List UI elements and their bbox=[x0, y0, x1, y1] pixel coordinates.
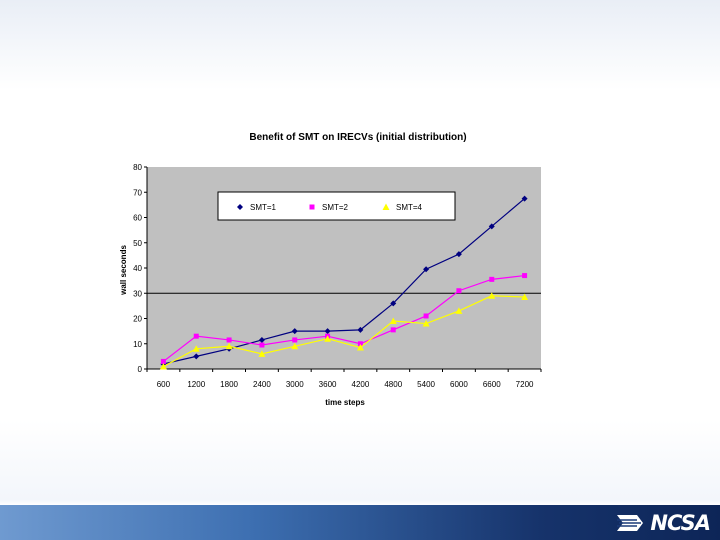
data-point bbox=[291, 328, 298, 335]
x-axis-title: time steps bbox=[325, 398, 365, 407]
x-tick-label: 1800 bbox=[220, 380, 238, 389]
y-axis-title: wall seconds bbox=[119, 245, 128, 296]
data-point bbox=[390, 327, 396, 333]
data-point bbox=[258, 336, 265, 343]
line-chart: Benefit of SMT on IRECVs (initial distri… bbox=[119, 132, 542, 407]
legend-box bbox=[217, 191, 456, 221]
y-tick-label: 0 bbox=[138, 365, 143, 374]
data-point bbox=[423, 313, 429, 319]
data-point bbox=[226, 337, 232, 343]
series-line-smt-1 bbox=[163, 198, 525, 365]
data-point bbox=[488, 292, 496, 299]
y-tick-label: 50 bbox=[133, 239, 142, 248]
x-tick-label: 600 bbox=[157, 380, 171, 389]
x-tick-label: 3600 bbox=[319, 380, 337, 389]
data-point bbox=[521, 195, 528, 202]
data-point bbox=[192, 345, 200, 352]
x-tick-label: 2400 bbox=[253, 380, 271, 389]
x-tick-label: 3000 bbox=[286, 380, 304, 389]
x-tick-label: 6000 bbox=[450, 380, 468, 389]
data-point bbox=[521, 293, 529, 301]
x-tick-label: 4800 bbox=[384, 380, 402, 389]
data-point bbox=[357, 341, 363, 347]
y-tick-label: 10 bbox=[133, 340, 142, 349]
data-point bbox=[324, 328, 331, 335]
legend-label: SMT=1 bbox=[250, 203, 277, 212]
logo-text: NCSA bbox=[650, 511, 711, 535]
x-tick-label: 6600 bbox=[483, 380, 501, 389]
y-tick-label: 80 bbox=[133, 163, 142, 172]
y-tick-label: 40 bbox=[133, 264, 142, 273]
data-point bbox=[456, 288, 462, 294]
data-point bbox=[193, 353, 200, 360]
y-tick-label: 70 bbox=[133, 188, 142, 197]
data-point bbox=[522, 273, 528, 279]
data-point bbox=[423, 266, 430, 273]
legend-marker bbox=[382, 203, 390, 210]
chart-frame: Benefit of SMT on IRECVs (initial distri… bbox=[105, 120, 613, 418]
data-point bbox=[292, 337, 298, 343]
x-tick-label: 4200 bbox=[352, 380, 370, 389]
legend-label: SMT=2 bbox=[322, 203, 349, 212]
data-point bbox=[489, 276, 495, 282]
ncsa-logo-icon bbox=[617, 515, 644, 531]
data-point bbox=[258, 350, 266, 357]
y-tick-label: 30 bbox=[133, 289, 142, 298]
data-point bbox=[488, 223, 495, 230]
data-point bbox=[422, 320, 430, 327]
data-point bbox=[356, 344, 364, 351]
data-point bbox=[455, 307, 463, 314]
data-point bbox=[225, 342, 233, 350]
data-point bbox=[390, 300, 397, 307]
legend-label: SMT=4 bbox=[396, 203, 423, 212]
y-tick-label: 60 bbox=[133, 214, 142, 223]
series-line-smt-2 bbox=[163, 274, 525, 362]
y-tick-label: 20 bbox=[133, 315, 142, 324]
ncsa-logo: NCSA bbox=[615, 509, 711, 537]
x-tick-label: 7200 bbox=[516, 380, 534, 389]
x-tick-label: 5400 bbox=[417, 380, 435, 389]
chart-title: Benefit of SMT on IRECVs (initial distri… bbox=[249, 132, 466, 143]
legend-marker bbox=[237, 204, 243, 210]
x-tick-label: 1200 bbox=[187, 380, 205, 389]
footer-bar: NCSA bbox=[0, 505, 720, 540]
data-point bbox=[389, 317, 397, 325]
data-point bbox=[259, 342, 265, 348]
data-point bbox=[193, 333, 199, 339]
series-line-smt-4 bbox=[163, 295, 525, 368]
data-point bbox=[324, 335, 332, 342]
data-point bbox=[291, 342, 299, 350]
data-point bbox=[159, 362, 167, 370]
data-point bbox=[160, 358, 166, 364]
data-point bbox=[357, 326, 364, 333]
legend-marker bbox=[309, 204, 315, 210]
data-point bbox=[455, 251, 462, 258]
